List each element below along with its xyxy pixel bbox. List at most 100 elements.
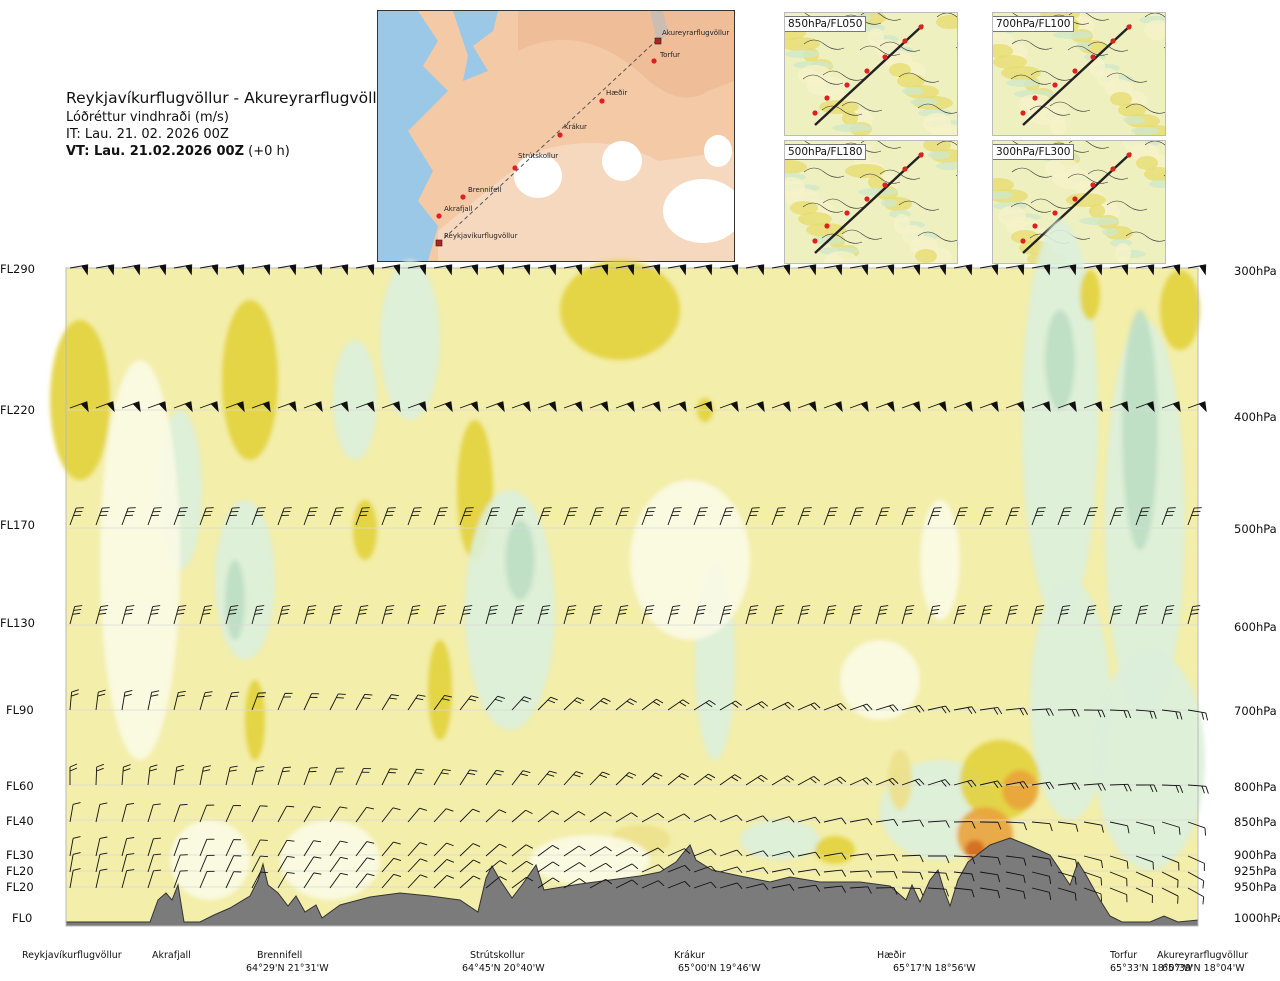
velocity-patch (1080, 270, 1100, 320)
wind-barb (1005, 871, 1026, 884)
inset-300-label: 300hPa/FL300 (993, 144, 1075, 160)
velocity-patch (815, 836, 855, 864)
wind-barb (745, 774, 768, 786)
inset-field-patch (993, 178, 1014, 192)
wind-barb (173, 401, 193, 413)
wind-barb (1109, 605, 1123, 625)
inset-700: 700hPa/FL100 (992, 12, 1166, 136)
wind-barb (511, 605, 525, 625)
velocity-patch (170, 820, 250, 900)
wind-barb (95, 401, 115, 413)
wind-barb (667, 880, 691, 889)
inset-field-patch (1006, 79, 1040, 87)
inset-field-patch (923, 141, 951, 152)
inset-field-patch (993, 55, 1027, 69)
velocity-patch (215, 500, 275, 660)
wind-barb (1057, 709, 1080, 717)
wind-barb (121, 507, 136, 526)
wind-barb (979, 855, 1001, 865)
pressure-label: 950hPa (1234, 880, 1277, 894)
wind-barb (927, 820, 950, 828)
inset-waypoint (824, 223, 830, 229)
wind-barb (329, 767, 345, 786)
wind-barb (745, 401, 765, 413)
wind-barb (849, 264, 869, 276)
wind-barb (485, 605, 499, 625)
wind-barb (1109, 783, 1132, 792)
wind-barb (693, 507, 708, 526)
wind-barb (563, 845, 586, 857)
inset-coastline (859, 45, 901, 56)
wind-barb (199, 691, 213, 711)
wind-barb (147, 401, 167, 413)
wind-barb (1135, 507, 1150, 526)
wind-barb (277, 872, 295, 889)
wind-barb (95, 868, 108, 889)
velocity-patch (225, 560, 245, 640)
inset-field-patch (868, 175, 884, 189)
wind-barb (641, 507, 656, 526)
wind-barb (95, 605, 109, 625)
wind-barb (589, 771, 610, 786)
wind-barb (147, 853, 162, 873)
wind-barb (745, 883, 769, 890)
wind-barb (615, 879, 639, 889)
wind-barb (1031, 708, 1054, 717)
wind-barb (797, 816, 821, 824)
velocity-patch (280, 820, 380, 900)
wind-barb (173, 870, 188, 889)
inset-coastline (1030, 198, 1072, 209)
wind-barb (225, 507, 240, 526)
wind-barb (1187, 784, 1209, 794)
wind-barb (745, 867, 769, 874)
wind-barb (95, 763, 104, 786)
wind-barb (95, 852, 108, 873)
wind-barb (979, 780, 1003, 789)
inset-field-patch (928, 151, 950, 159)
wind-barb (927, 855, 950, 864)
inset-waypoint (882, 182, 888, 188)
wind-barb (329, 806, 348, 823)
wind-barb (537, 770, 557, 786)
inset-waypoint (918, 152, 924, 158)
wind-barb (1057, 821, 1079, 832)
inset-coastline (841, 229, 883, 240)
wind-barb (667, 699, 690, 711)
velocity-patch (1022, 220, 1098, 620)
velocity-patch (1002, 770, 1038, 810)
wind-barb (719, 882, 743, 890)
wind-barb (563, 264, 583, 276)
inset-waypoint (812, 238, 818, 244)
wind-barb (147, 690, 160, 711)
wind-barb (719, 264, 739, 276)
inset-coastline (1068, 13, 1110, 21)
wind-barb (693, 881, 717, 889)
wind-barb (615, 812, 638, 823)
wind-barb (251, 401, 271, 413)
wind-barb (69, 852, 81, 873)
inset-field-patch (1102, 228, 1118, 236)
wind-barb (849, 703, 873, 712)
wind-barb (953, 507, 968, 526)
fl-label: FL40 (6, 814, 34, 828)
wind-barb (641, 772, 663, 786)
inset-field-patch (1089, 57, 1105, 77)
inset-waypoint (1072, 68, 1078, 74)
wind-barb (589, 846, 612, 857)
velocity-patch (50, 320, 110, 480)
wind-barb (927, 887, 949, 897)
wind-barb (511, 860, 534, 873)
wind-barb (1083, 855, 1104, 869)
wind-barb (1161, 507, 1176, 526)
wind-barb (1031, 781, 1055, 790)
wind-barb (1161, 709, 1183, 720)
wind-barb (641, 847, 665, 857)
wind-barb (719, 866, 743, 874)
pressure-label: 700hPa (1234, 704, 1277, 718)
inset-field-patch (790, 201, 818, 215)
wind-barb (1187, 264, 1207, 276)
wind-barb (797, 264, 817, 276)
wind-barb (1109, 264, 1129, 276)
station-label: Akureyrarflugvöllur (1157, 950, 1249, 961)
wind-barb (69, 507, 84, 526)
